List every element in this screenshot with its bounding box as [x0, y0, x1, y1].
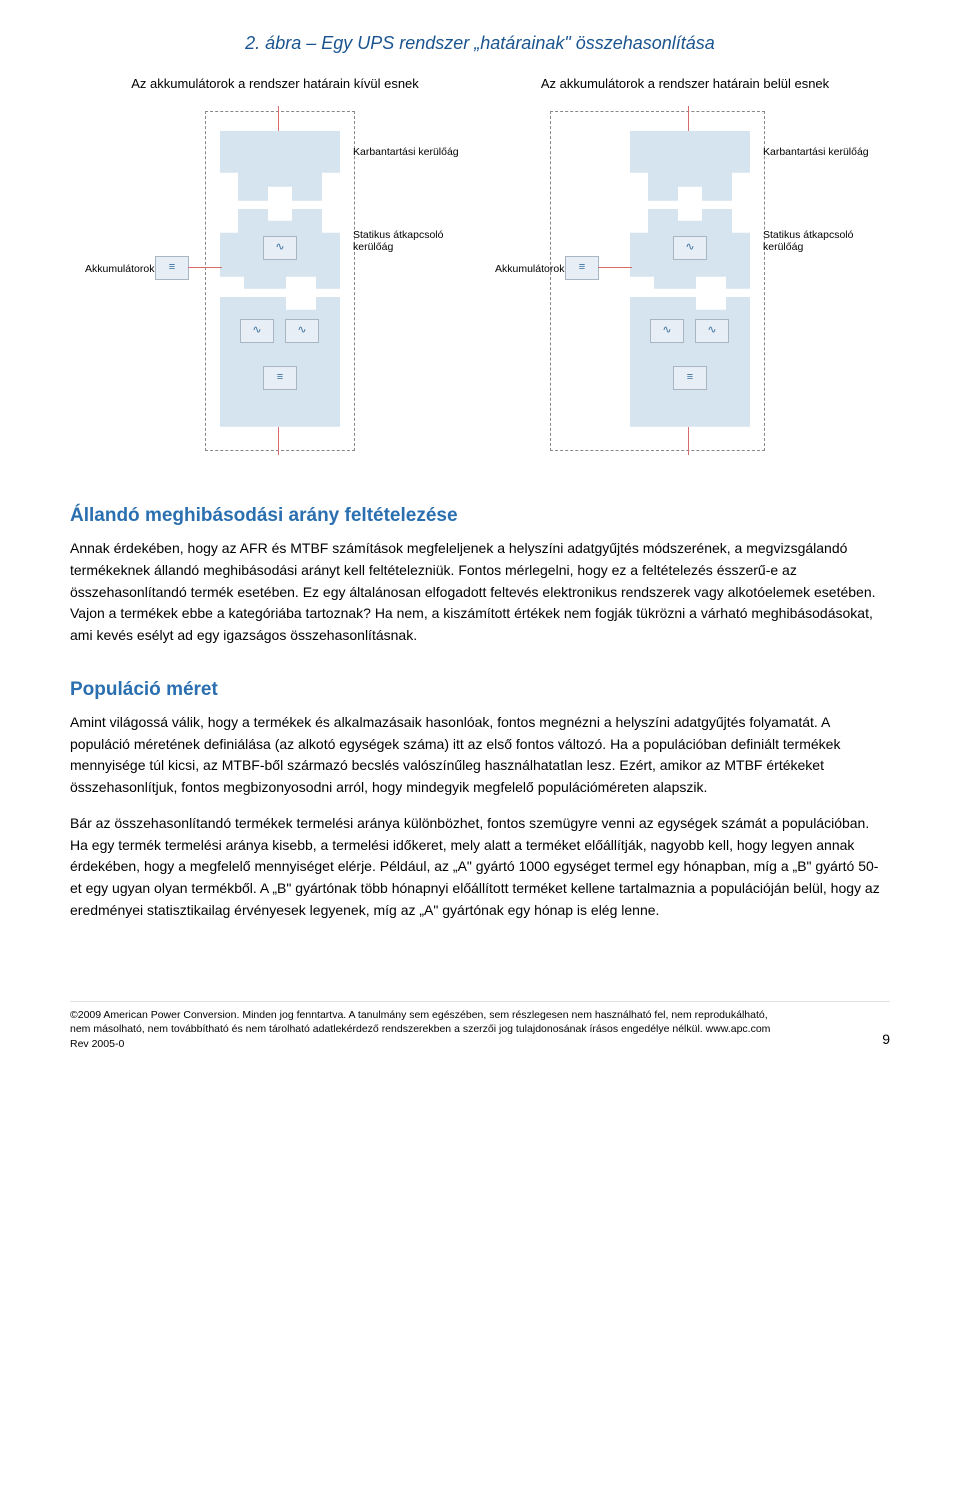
line-l1 — [188, 267, 222, 268]
acc-label-right: Akkumulátorok — [495, 261, 564, 277]
batt-inside-right: ≡ — [673, 366, 707, 390]
diagram-left: Az akkumulátorok a rendszer határain kív… — [85, 76, 465, 461]
maint-label-left: Karbantartási kerülőág — [353, 146, 459, 158]
diagram-left-header: Az akkumulátorok a rendszer határain kív… — [85, 76, 465, 93]
diagram-right-body: ∿ ∿ ∿ ≡ ≡ Akkumulátorok Karbantartási ke… — [495, 101, 875, 461]
line-r2 — [688, 106, 689, 131]
line-r1 — [598, 267, 632, 268]
diagram-container: Az akkumulátorok a rendszer határain kív… — [70, 76, 890, 461]
section1-body: Annak érdekében, hogy az AFR és MTBF szá… — [70, 538, 890, 646]
wave-box-left: ∿ — [263, 236, 297, 260]
acc-label-left: Akkumulátorok — [85, 261, 154, 277]
puzzle-bottom-r — [630, 297, 750, 427]
puzzle-bottom — [220, 297, 340, 427]
batt-external-left: ≡ — [155, 256, 189, 280]
maint-label-right: Karbantartási kerülőág — [763, 146, 869, 158]
conv1-left: ∿ — [240, 319, 274, 343]
section2-heading: Populáció méret — [70, 675, 890, 704]
line-l3 — [278, 427, 279, 455]
line-r3 — [688, 427, 689, 455]
conv2-right: ∿ — [695, 319, 729, 343]
section2-p2: Bár az összehasonlítandó termékek termel… — [70, 813, 890, 921]
line-l2 — [278, 106, 279, 131]
page-number: 9 — [882, 1029, 890, 1051]
diagram-right: Az akkumulátorok a rendszer határain bel… — [495, 76, 875, 461]
conv1-right: ∿ — [650, 319, 684, 343]
static-label-left: Statikus átkapcsoló kerülőág — [353, 229, 465, 253]
section1-heading: Állandó meghibásodási arány feltételezés… — [70, 501, 890, 530]
section2-p1: Amint világossá válik, hogy a termékek é… — [70, 712, 890, 799]
wave-box-right: ∿ — [673, 236, 707, 260]
conv2-left: ∿ — [285, 319, 319, 343]
diagram-left-body: ∿ ∿ ∿ ≡ ≡ Akkumulátorok Karbantartási ke… — [85, 101, 465, 461]
footer-text: ©2009 American Power Conversion. Minden … — [70, 1008, 790, 1051]
page-footer: ©2009 American Power Conversion. Minden … — [70, 1001, 890, 1051]
batt-inside-left: ≡ — [263, 366, 297, 390]
batt-external-right: ≡ — [565, 256, 599, 280]
static-label-right: Statikus átkapcsoló kerülőág — [763, 229, 875, 253]
diagram-right-header: Az akkumulátorok a rendszer határain bel… — [495, 76, 875, 93]
figure-title: 2. ábra – Egy UPS rendszer „határainak" … — [70, 30, 890, 58]
